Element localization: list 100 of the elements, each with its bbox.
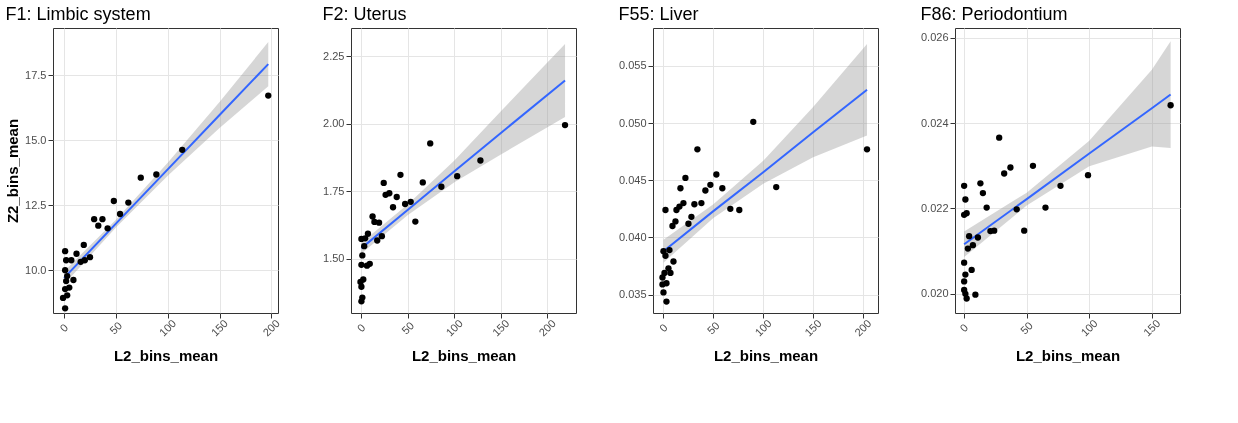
point xyxy=(369,213,376,220)
y-tick-label: 2.25 xyxy=(323,49,345,62)
y-tick-label: 0.026 xyxy=(920,31,949,44)
point xyxy=(77,258,84,265)
point xyxy=(397,171,404,178)
point xyxy=(80,241,87,249)
point xyxy=(64,272,71,280)
point xyxy=(63,257,70,264)
point xyxy=(1007,164,1014,171)
y-tick-label: 0.055 xyxy=(618,59,647,72)
point xyxy=(987,227,994,235)
y-tick-label: 1.75 xyxy=(323,184,345,197)
point xyxy=(672,218,679,225)
point xyxy=(736,206,743,214)
chart-title: F1: Limbic system xyxy=(5,4,151,24)
x-tick-label: 0 xyxy=(354,321,368,335)
point xyxy=(673,206,680,214)
x-tick-label: 150 xyxy=(1140,317,1163,339)
point xyxy=(393,193,400,201)
y-tick-label: 0.040 xyxy=(618,230,647,243)
x-axis-title: L2_bins_mean xyxy=(411,346,517,364)
point xyxy=(962,271,969,278)
point xyxy=(960,278,968,285)
point xyxy=(1013,206,1020,213)
point xyxy=(68,257,75,264)
point xyxy=(378,233,386,240)
x-tick-label: 150 xyxy=(489,317,512,339)
point xyxy=(963,295,970,302)
point xyxy=(682,174,689,182)
point xyxy=(969,242,977,249)
point xyxy=(90,216,98,223)
x-tick-label: 0 xyxy=(57,321,71,335)
point xyxy=(438,183,445,190)
x-tick-label: 50 xyxy=(107,319,125,337)
point xyxy=(265,92,272,99)
y-axis-title: Z2_bins_mean xyxy=(4,118,22,224)
point xyxy=(359,252,366,259)
point xyxy=(964,245,972,252)
y-tick-label: 15.0 xyxy=(25,133,47,146)
point xyxy=(70,276,77,284)
chart-title: F86: Periodontium xyxy=(920,4,1068,24)
point xyxy=(116,210,124,218)
point xyxy=(1029,162,1037,169)
point xyxy=(962,196,969,203)
point xyxy=(688,213,695,221)
point xyxy=(153,171,160,178)
x-axis-title: L2_bins_mean xyxy=(113,346,219,364)
point xyxy=(685,220,692,227)
point xyxy=(361,243,368,250)
x-tick-label: 150 xyxy=(208,317,231,339)
point xyxy=(719,185,726,192)
y-tick-label: 12.5 xyxy=(25,198,47,211)
point xyxy=(968,266,975,274)
point xyxy=(663,298,670,305)
y-tick-label: 1.50 xyxy=(323,252,345,265)
x-tick-label: 100 xyxy=(443,317,465,339)
point xyxy=(666,246,673,254)
point xyxy=(983,204,990,211)
y-tick-label: 0.022 xyxy=(920,201,949,214)
point xyxy=(1001,170,1008,177)
point xyxy=(412,218,419,225)
x-tick-label: 0 xyxy=(656,321,670,335)
point xyxy=(713,171,720,178)
point xyxy=(977,180,984,187)
point xyxy=(698,199,705,207)
y-tick-label: 2.00 xyxy=(323,117,345,130)
point xyxy=(662,252,669,259)
point xyxy=(358,298,365,305)
point xyxy=(863,146,871,153)
x-tick-label: 50 xyxy=(704,319,722,337)
point xyxy=(670,258,677,265)
point xyxy=(727,205,734,212)
x-axis-title: L2_bins_mean xyxy=(1015,346,1121,364)
point xyxy=(407,198,414,206)
y-tick-label: 17.5 xyxy=(25,68,47,81)
y-tick-label: 0.035 xyxy=(618,288,647,301)
point xyxy=(972,291,979,298)
point xyxy=(61,266,69,274)
point xyxy=(662,206,669,214)
y-tick-label: 10.0 xyxy=(25,263,47,276)
point xyxy=(73,250,80,257)
point xyxy=(427,140,434,147)
x-tick-label: 100 xyxy=(156,317,179,339)
point xyxy=(358,261,365,269)
point xyxy=(477,157,484,164)
point xyxy=(86,253,94,261)
point xyxy=(660,289,667,296)
point xyxy=(61,248,69,255)
point xyxy=(1021,227,1028,234)
chart-title: F55: Liver xyxy=(618,4,699,24)
point xyxy=(63,277,70,285)
point xyxy=(401,200,409,208)
point xyxy=(659,274,666,281)
point xyxy=(1167,102,1174,109)
point xyxy=(61,305,69,312)
x-tick-label: 200 xyxy=(852,317,874,339)
point xyxy=(364,230,372,237)
point xyxy=(419,179,426,186)
point xyxy=(707,181,714,188)
point xyxy=(374,237,381,244)
